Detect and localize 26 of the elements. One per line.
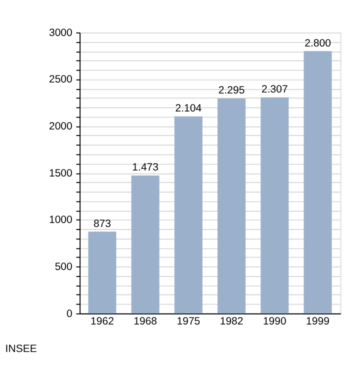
y-tick-label: 1500 [48,167,73,180]
bar [88,232,116,314]
data-label: 2.307 [261,84,288,96]
text: INSEE [5,342,37,355]
data-label: 2.104 [175,102,202,115]
bar [304,51,332,314]
x-tick-label: 1982 [220,315,244,328]
y-tick-label: 1000 [48,214,73,226]
y-tick-label: 0 [66,308,73,320]
x-tick-label: 1968 [134,315,158,328]
bar [260,97,289,314]
x-tick-label: 1990 [262,315,287,328]
y-tick-label: 2500 [48,74,73,86]
data-label: 2.295 [218,84,245,97]
y-tick-label: 2000 [48,120,73,132]
data-label: 2.800 [304,37,332,50]
x-tick-label: 1975 [176,315,200,328]
data-label: 1.473 [132,162,159,174]
bar [218,98,246,314]
bar [131,175,160,314]
bar [174,116,202,314]
data-label: 873 [93,218,112,230]
y-tick-label: 500 [54,260,73,273]
x-tick-label: 1962 [90,315,114,328]
y-tick-label: 3000 [48,26,73,39]
x-tick-label: 1999 [306,315,330,328]
